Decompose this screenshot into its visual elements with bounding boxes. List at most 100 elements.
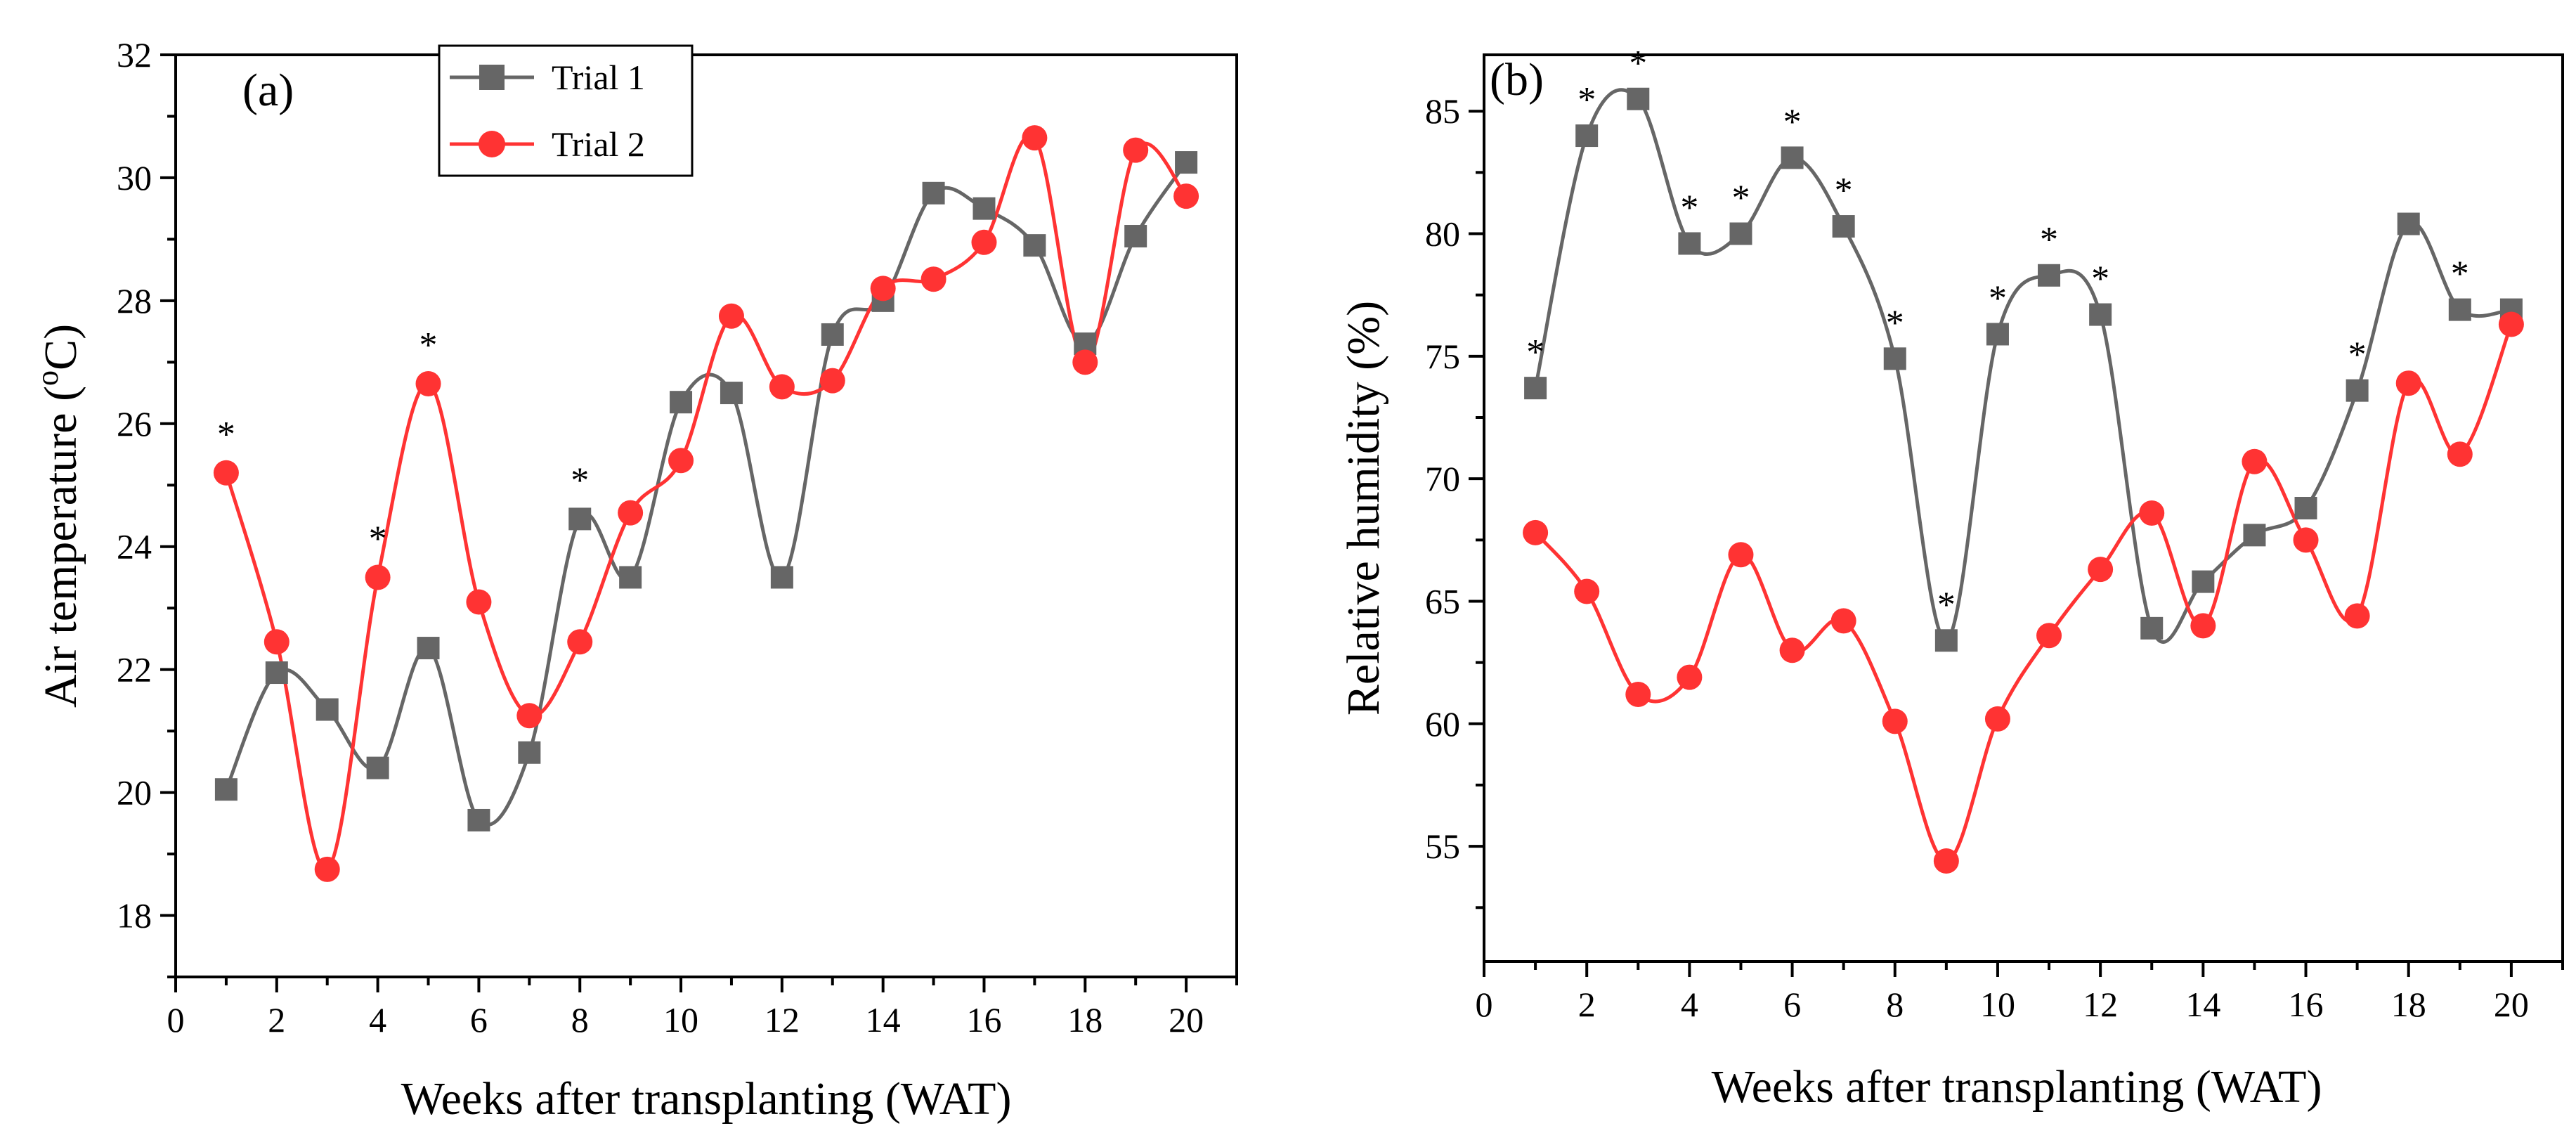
panel-b-x-tick-label: 18 (2391, 985, 2426, 1024)
panel-a-point-trial-1 (518, 741, 541, 764)
panel-b-annotations: * * * * * * * * * * * * * * (1526, 44, 2469, 626)
panel-a-point-trial-1 (972, 197, 996, 220)
panel-b-point-trial-1 (1575, 124, 1599, 148)
panel-a-y-tick-label: 30 (117, 158, 152, 197)
panel-b-significance-star: * (1731, 179, 1750, 219)
panel-a-y-tick-label: 26 (117, 404, 152, 443)
panel-a-point-trial-2 (870, 276, 896, 302)
panel-b-point-trial-1 (1524, 377, 1547, 400)
panel-a-point-trial-2 (213, 460, 239, 486)
panel-a-y-tick-label: 22 (117, 650, 152, 689)
panel-b-label: (b) (1490, 54, 1544, 105)
panel-a-point-trial-1 (1124, 225, 1147, 248)
panel-b-point-trial-1 (1678, 232, 1701, 255)
panel-b-significance-star: * (1526, 332, 1544, 373)
panel-b-point-trial-2 (1574, 578, 1600, 604)
panel-b-significance-star: * (1629, 44, 1647, 84)
panel-a-x-tick-label: 18 (1067, 1000, 1102, 1039)
panel-b-markers (1523, 87, 2524, 874)
panel-a-point-trial-1 (821, 323, 844, 346)
panel-a-x-tick-label: 10 (663, 1000, 698, 1039)
panel-b-significance-star: * (2091, 259, 2109, 299)
panel-b-significance-star: * (1680, 188, 1698, 228)
panel-a-point-trial-1 (417, 637, 440, 660)
panel-a-x-tick-label: 14 (866, 1000, 901, 1039)
panel-a-significance-star: * (369, 519, 387, 559)
panel-b-point-trial-1 (1883, 347, 1906, 370)
panel-b-y-tick-label: 80 (1425, 214, 1460, 254)
panel-b-point-trial-2 (1523, 519, 1549, 545)
panel-b-point-trial-1 (2192, 570, 2215, 593)
panel-a-x-tick-label: 8 (571, 1000, 589, 1039)
panel-b-y-axis-title: Relative humidity (%) (1338, 301, 1389, 715)
panel-a-point-trial-2 (415, 370, 441, 396)
panel-a-point-trial-2 (516, 703, 542, 729)
panel-b-point-trial-2 (2498, 311, 2524, 337)
panel-b-point-trial-2 (2190, 613, 2216, 639)
panel-a-significance-star: * (217, 415, 235, 455)
panel-a-point-trial-1 (1023, 234, 1046, 257)
panel-a-x-tick-label: 6 (470, 1000, 488, 1039)
panel-a-y-tick-label: 32 (117, 35, 152, 75)
panel-a-x-tick-label: 2 (268, 1000, 285, 1039)
panel-a-y-tick-label: 20 (117, 773, 152, 812)
panel-b-x-tick-label: 20 (2494, 985, 2529, 1024)
panel-b-point-trial-1 (1934, 629, 1958, 652)
panel-a-x-axis-title: Weeks after transplanting (WAT) (401, 1073, 1012, 1125)
panel-b-y-tick-label: 60 (1425, 704, 1460, 744)
panel-a-point-trial-1 (619, 566, 642, 589)
panel-a-point-trial-2 (819, 368, 845, 394)
panel-a-point-trial-2 (618, 500, 644, 526)
panel-b-point-trial-2 (2139, 500, 2165, 526)
panel-b-significance-star: * (1989, 278, 2007, 318)
panel-a-y-axis-title-degree: o (30, 370, 65, 386)
panel-a-label: (a) (242, 65, 294, 116)
legend-marker-trial-2 (479, 131, 505, 157)
panel-b-point-trial-2 (1779, 637, 1805, 663)
panel-a-point-trial-1 (922, 181, 945, 205)
panel-b-point-trial-1 (2243, 524, 2266, 547)
panel-b-point-trial-1 (2448, 298, 2471, 321)
panel-b-point-trial-2 (1830, 608, 1856, 634)
panel-b-point-trial-2 (1625, 681, 1651, 707)
panel-b-point-trial-2 (2293, 527, 2319, 553)
panel-b-significance-star: * (2451, 254, 2469, 294)
panel-a-point-trial-2 (567, 629, 593, 655)
panel-b-significance-star: * (1783, 102, 1802, 142)
panel-b-point-trial-1 (2140, 616, 2164, 640)
panel-a-point-trial-1 (568, 507, 592, 531)
panel-b-y-tick-label: 65 (1425, 581, 1460, 621)
panel-a-point-trial-2 (466, 589, 492, 615)
panel-a-significance-star: * (571, 460, 589, 500)
panel-b-point-trial-1 (1729, 222, 1752, 245)
legend: Trial 1 Trial 2 (438, 44, 694, 177)
panel-a-point-trial-1 (720, 382, 743, 405)
panel-b-plot-frame (1483, 53, 2564, 963)
panel-b-significance-star: * (1937, 585, 1956, 625)
panel-a-point-trial-2 (1072, 349, 1098, 375)
panel-b-point-trial-1 (1986, 323, 2009, 346)
panel-a-point-trial-1 (366, 756, 389, 779)
panel-a-plot-frame (174, 53, 1238, 978)
panel-a-y-axis-title-unit: C) (35, 324, 86, 370)
panel-b-point-trial-2 (1728, 542, 1754, 568)
panel-b-significance-star: * (1835, 171, 1853, 211)
panel-a-point-trial-1 (1175, 151, 1198, 174)
panel-b-point-trial-2 (1933, 848, 1959, 874)
panel-a-point-trial-2 (1022, 125, 1048, 151)
panel-b-point-trial-1 (2089, 303, 2112, 326)
panel-a-y-axis-title: Air temperature (oC) (30, 324, 86, 708)
panel-a-point-trial-2 (718, 303, 744, 329)
panel-b-point-trial-1 (2294, 497, 2317, 519)
panel-a-point-trial-1 (265, 661, 288, 685)
panel-b-point-trial-2 (1882, 708, 1908, 734)
panel-a-significance-star: * (419, 325, 438, 365)
panel-b-x-tick-label: 12 (2083, 985, 2118, 1024)
panel-b-x-tick-label: 14 (2185, 985, 2220, 1024)
legend-label-trial-2: Trial 2 (552, 124, 645, 164)
panel-b-point-trial-2 (2344, 603, 2370, 629)
panel-b-point-trial-1 (1627, 87, 1650, 110)
panel-a-y-tick-label: 24 (117, 527, 152, 566)
panel-b-x-tick-label: 4 (1681, 985, 1698, 1024)
